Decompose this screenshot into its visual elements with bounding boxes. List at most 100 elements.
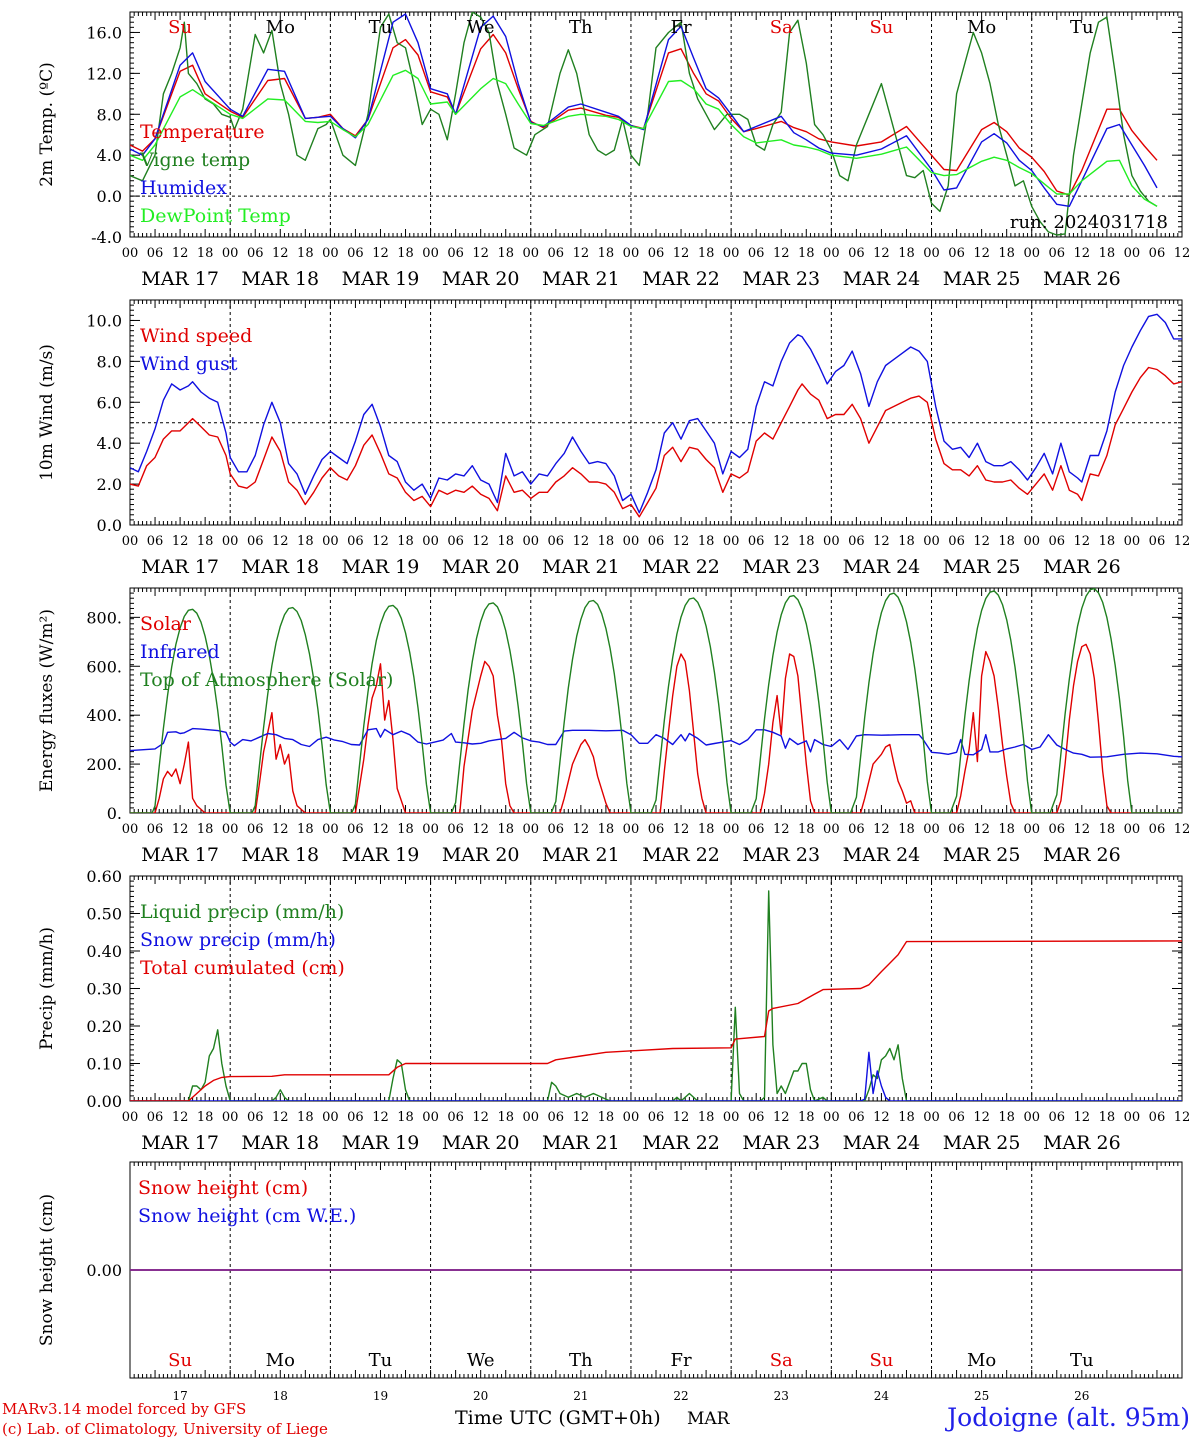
x-hour-label: 06 bbox=[948, 822, 965, 837]
x-hour-label: 12 bbox=[172, 822, 189, 837]
x-hour-label: 12 bbox=[673, 1110, 690, 1125]
x-hour-label: 18 bbox=[798, 1110, 815, 1125]
x-hour-label: 06 bbox=[1048, 1110, 1065, 1125]
x-hour-label: 12 bbox=[272, 534, 289, 549]
x-hour-label: 00 bbox=[923, 246, 940, 261]
weekday-label: Sa bbox=[770, 1350, 793, 1371]
x-hour-label: 18 bbox=[1099, 534, 1116, 549]
x-day-label: MAR 26 bbox=[1043, 1132, 1121, 1154]
x-hour-label: 06 bbox=[848, 822, 865, 837]
x-hour-label: 18 bbox=[698, 822, 715, 837]
day-number-label: 17 bbox=[172, 1389, 187, 1403]
x-day-label: MAR 23 bbox=[742, 268, 820, 290]
x-hour-label: 12 bbox=[272, 246, 289, 261]
legend-entry: Snow precip (mm/h) bbox=[140, 929, 336, 951]
weekday-label: Tu bbox=[1070, 1350, 1094, 1371]
series-line bbox=[130, 69, 1158, 207]
day-number-label: 26 bbox=[1074, 1389, 1089, 1403]
x-hour-label: 06 bbox=[147, 246, 164, 261]
x-hour-label: 00 bbox=[522, 246, 539, 261]
legend-entry: Vigne temp bbox=[139, 149, 250, 171]
x-hour-label: 18 bbox=[698, 246, 715, 261]
x-hour-label: 12 bbox=[172, 534, 189, 549]
x-hour-label: 18 bbox=[497, 1110, 514, 1125]
x-hour-label: 18 bbox=[998, 1110, 1015, 1125]
x-hour-label: 06 bbox=[948, 534, 965, 549]
x-hour-label: 00 bbox=[723, 534, 740, 549]
x-hour-label: 18 bbox=[598, 534, 615, 549]
x-day-label: MAR 20 bbox=[442, 556, 520, 578]
legend-entry: Humidex bbox=[140, 177, 227, 199]
x-day-label: MAR 17 bbox=[141, 556, 219, 578]
x-hour-label: 00 bbox=[522, 1110, 539, 1125]
x-hour-label: 18 bbox=[598, 246, 615, 261]
x-hour-label: 12 bbox=[1074, 534, 1091, 549]
series-line bbox=[130, 13, 1158, 208]
x-day-label: MAR 22 bbox=[642, 268, 720, 290]
y-tick-label: 0.60 bbox=[86, 867, 122, 886]
x-hour-label: 12 bbox=[873, 246, 890, 261]
x-day-label: MAR 19 bbox=[342, 556, 420, 578]
x-hour-label: 00 bbox=[623, 246, 640, 261]
x-hour-label: 06 bbox=[147, 822, 164, 837]
x-hour-label: 18 bbox=[598, 822, 615, 837]
series-line bbox=[130, 890, 1182, 1101]
x-hour-label: 12 bbox=[1174, 534, 1191, 549]
series-line bbox=[130, 313, 1182, 514]
x-hour-label: 12 bbox=[1074, 246, 1091, 261]
x-hour-label: 12 bbox=[973, 246, 990, 261]
time-axis-label: Time UTC (GMT+0h) bbox=[455, 1407, 661, 1429]
x-hour-label: 06 bbox=[247, 1110, 264, 1125]
y-tick-label: 0.30 bbox=[86, 980, 122, 999]
y-tick-label: 8.0 bbox=[97, 352, 122, 371]
x-hour-label: 12 bbox=[573, 1110, 590, 1125]
x-hour-label: 00 bbox=[723, 1110, 740, 1125]
x-hour-label: 12 bbox=[773, 246, 790, 261]
series-line bbox=[130, 588, 1182, 813]
x-hour-label: 12 bbox=[272, 1110, 289, 1125]
x-day-label: MAR 22 bbox=[642, 556, 720, 578]
x-day-label: MAR 25 bbox=[943, 1132, 1021, 1154]
x-hour-label: 00 bbox=[222, 1110, 239, 1125]
x-hour-label: 06 bbox=[247, 246, 264, 261]
x-day-label: MAR 18 bbox=[241, 556, 319, 578]
y-tick-label: 800. bbox=[86, 608, 122, 627]
x-hour-label: 18 bbox=[297, 822, 314, 837]
x-hour-label: 18 bbox=[598, 1110, 615, 1125]
x-hour-label: 00 bbox=[222, 246, 239, 261]
day-number-label: 18 bbox=[273, 1389, 288, 1403]
x-hour-label: 00 bbox=[1023, 246, 1040, 261]
x-hour-label: 18 bbox=[397, 1110, 414, 1125]
x-hour-label: 12 bbox=[172, 246, 189, 261]
x-hour-label: 18 bbox=[397, 822, 414, 837]
x-hour-label: 06 bbox=[548, 534, 565, 549]
x-hour-label: 06 bbox=[748, 822, 765, 837]
x-hour-label: 12 bbox=[873, 534, 890, 549]
x-hour-label: 00 bbox=[522, 534, 539, 549]
x-hour-label: 12 bbox=[973, 822, 990, 837]
x-hour-label: 12 bbox=[472, 1110, 489, 1125]
weekday-label: Mo bbox=[967, 1350, 996, 1371]
x-hour-label: 18 bbox=[297, 1110, 314, 1125]
x-hour-label: 06 bbox=[1149, 246, 1166, 261]
x-hour-label: 12 bbox=[573, 534, 590, 549]
series-line bbox=[130, 12, 1158, 236]
x-hour-label: 18 bbox=[998, 822, 1015, 837]
x-day-label: MAR 17 bbox=[141, 1132, 219, 1154]
x-hour-label: 18 bbox=[898, 822, 915, 837]
x-hour-label: 12 bbox=[873, 1110, 890, 1125]
x-hour-label: 18 bbox=[197, 822, 214, 837]
y-tick-label: 16.0 bbox=[86, 23, 122, 42]
y-tick-label: 0.20 bbox=[86, 1017, 122, 1036]
x-hour-label: 06 bbox=[447, 246, 464, 261]
legend-entry: Snow height (cm) bbox=[138, 1177, 308, 1199]
x-hour-label: 00 bbox=[623, 1110, 640, 1125]
x-hour-label: 12 bbox=[973, 534, 990, 549]
x-hour-label: 06 bbox=[748, 1110, 765, 1125]
x-hour-label: 06 bbox=[1048, 246, 1065, 261]
series-line bbox=[130, 643, 1182, 813]
x-hour-label: 18 bbox=[197, 246, 214, 261]
legend-entry: Wind gust bbox=[140, 353, 238, 375]
x-hour-label: 06 bbox=[247, 534, 264, 549]
